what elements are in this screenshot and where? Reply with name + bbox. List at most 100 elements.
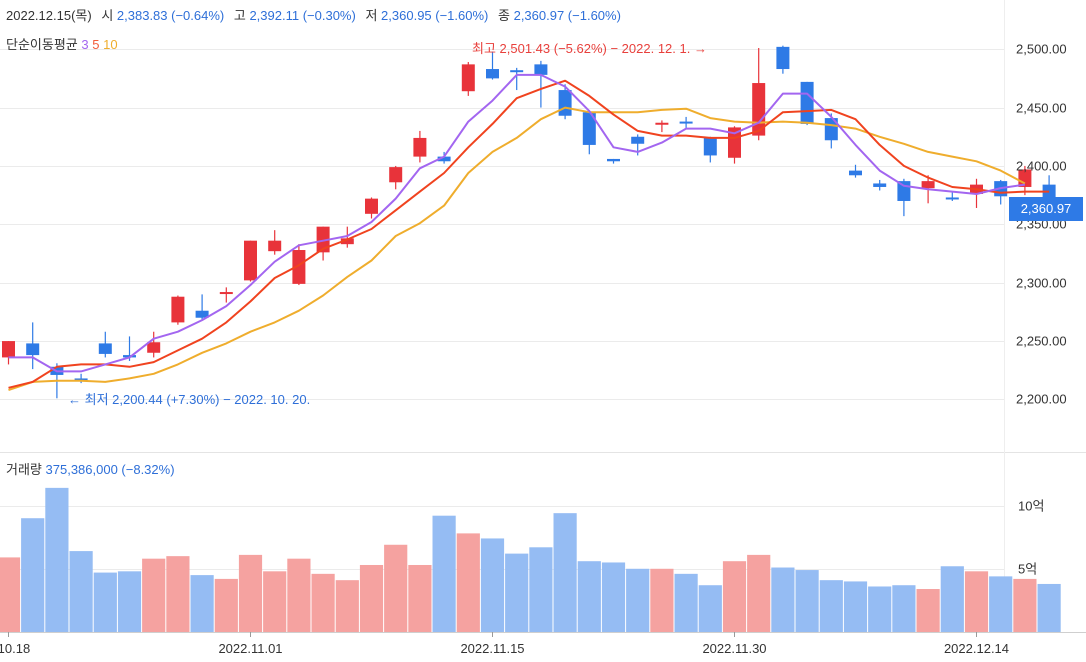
volume-bar xyxy=(940,566,964,632)
volume-bar xyxy=(1037,583,1061,632)
high-annotation: 최고 2,501.43 (−5.62%) − 2022. 12. 1. → xyxy=(472,41,707,56)
candle-body xyxy=(26,343,40,356)
volume-bar xyxy=(384,544,408,632)
ma10-label: 10 xyxy=(103,37,118,52)
volume-bar xyxy=(117,571,142,632)
candle-body xyxy=(582,112,596,145)
time-tick-label: 2022.11.15 xyxy=(460,641,524,656)
volume-legend: 거래량 375,386,000 (−8.32%) xyxy=(6,459,175,478)
candle-body xyxy=(534,64,548,75)
high-value: 2,392.11 (−0.30%) xyxy=(249,8,356,23)
volume-bar xyxy=(650,568,674,632)
ma5-label: 5 xyxy=(92,37,100,52)
volume-bar xyxy=(335,580,359,632)
low-label: 저 xyxy=(365,8,378,23)
open-label: 시 xyxy=(101,8,114,23)
ma5-line xyxy=(8,79,1050,389)
volume-bar xyxy=(601,562,626,632)
volume-bar xyxy=(1013,578,1037,632)
volume-bar xyxy=(166,556,190,632)
candle-body xyxy=(74,378,88,381)
volume-bar xyxy=(408,564,432,632)
candle-body xyxy=(655,122,669,125)
candle-body xyxy=(873,183,887,187)
price-tick-label: 2,200.00 xyxy=(1016,392,1067,407)
volume-bars xyxy=(0,487,1061,632)
ma3-line xyxy=(8,73,1026,373)
price-tick-label: 2,450.00 xyxy=(1016,101,1067,116)
candle-body xyxy=(728,127,741,158)
candle-body xyxy=(389,167,403,183)
candle-body xyxy=(98,343,112,354)
volume-title: 거래량 xyxy=(6,462,42,477)
volume-bar xyxy=(93,572,117,632)
candle-body xyxy=(776,46,790,70)
volume-bar xyxy=(529,547,553,632)
candle-body xyxy=(195,310,209,318)
volume-bar xyxy=(577,561,601,632)
volume-bar xyxy=(964,571,989,632)
candle-body xyxy=(461,64,475,92)
volume-bar xyxy=(989,576,1013,632)
low-value: 2,360.95 (−1.60%) xyxy=(381,8,489,23)
volume-bar xyxy=(480,538,505,632)
volume-bar xyxy=(698,585,722,632)
candle-body xyxy=(486,69,499,79)
candle-body xyxy=(510,70,524,73)
time-tick-label: 2022.11.30 xyxy=(702,641,766,656)
volume-bar xyxy=(819,580,843,632)
volume-bar xyxy=(359,564,384,632)
price-tick-label: 2,250.00 xyxy=(1016,334,1067,349)
candle-body xyxy=(365,198,378,214)
volume-value: 375,386,000 (−8.32%) xyxy=(45,462,175,477)
candle-body xyxy=(558,90,572,116)
price-tick-label: 2,400.00 xyxy=(1016,159,1067,174)
volume-bar xyxy=(190,575,214,632)
volume-bar xyxy=(916,589,940,632)
volume-bar xyxy=(674,573,698,632)
volume-bar xyxy=(311,573,335,632)
volume-bar xyxy=(626,568,650,632)
open-value: 2,383.83 (−0.64%) xyxy=(116,8,225,23)
volume-tick-label: 10억 xyxy=(1018,499,1044,514)
volume-bar xyxy=(771,567,795,632)
volume-tick-label: 5억 xyxy=(1018,562,1037,577)
time-tick-label: 2022.11.01 xyxy=(218,641,282,656)
candle-body xyxy=(316,226,330,253)
candle-body xyxy=(849,170,862,176)
candle-body xyxy=(171,296,185,323)
volume-bar xyxy=(263,571,287,632)
volume-bar xyxy=(456,533,480,632)
volume-bar xyxy=(892,585,916,632)
volume-bar xyxy=(0,557,21,632)
candle-body xyxy=(945,197,959,200)
volume-bar xyxy=(69,551,93,632)
candle-body xyxy=(679,121,693,124)
price-tick-label: 2,500.00 xyxy=(1016,42,1067,57)
close-value: 2,360.97 (−1.60%) xyxy=(513,8,621,23)
volume-bar xyxy=(505,553,529,632)
time-tick-label: 2.10.18 xyxy=(0,641,30,656)
candle-body xyxy=(340,238,354,245)
volume-bar xyxy=(45,487,69,632)
low-annotation: ← 최저 2,200.44 (+7.30%) − 2022. 10. 20. xyxy=(68,392,311,407)
candle-body xyxy=(437,156,451,162)
candle-body xyxy=(219,292,233,295)
moving-average-lines xyxy=(8,73,1050,392)
ma3-label: 3 xyxy=(81,37,89,52)
ma-legend-title: 단순이동평균 xyxy=(6,37,78,52)
ma10-line xyxy=(8,106,1026,392)
candle-body xyxy=(147,342,161,353)
volume-bar xyxy=(214,578,238,632)
candle-body xyxy=(631,136,645,144)
volume-bar xyxy=(287,558,311,632)
ohlc-summary: 2022.12.15(목) 시 2,383.83 (−0.64%) 고 2,39… xyxy=(6,5,621,24)
candlesticks xyxy=(2,45,1056,399)
volume-bar xyxy=(142,558,166,632)
volume-bar xyxy=(843,581,868,632)
volume-bar xyxy=(432,515,456,632)
candle-body xyxy=(244,240,257,281)
moving-average-legend[interactable]: 단순이동평균 3 5 10 xyxy=(6,34,118,53)
candle-body xyxy=(800,81,814,124)
